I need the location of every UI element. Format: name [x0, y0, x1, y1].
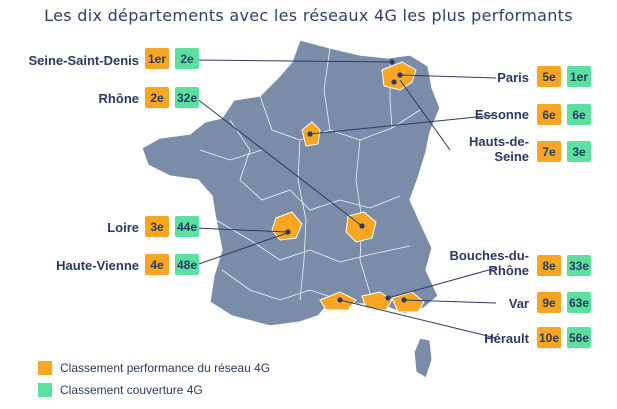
- cov-rank-bouches-du-rhone: 33e: [567, 255, 591, 276]
- label-seine-saint-denis: Seine-Saint-Denis: [28, 53, 139, 68]
- cov-rank-loire: 44e: [175, 216, 199, 237]
- cov-rank-herault: 56e: [567, 327, 591, 348]
- perf-rank-haute-vienne: 4e: [145, 254, 169, 275]
- perf-rank-seine-saint-denis: 1er: [145, 48, 169, 69]
- label-rhone: Rhône: [98, 91, 139, 106]
- cov-rank-paris: 1er: [567, 66, 591, 87]
- label-bouches-du-rhone: Bouches-du-Rhône: [449, 248, 529, 278]
- legend-coverage-swatch: [38, 383, 52, 397]
- perf-rank-essonne: 6e: [537, 104, 561, 125]
- perf-rank-paris: 5e: [537, 66, 561, 87]
- label-hauts-de-seine: Hauts-de-Seine: [469, 134, 529, 164]
- haute-vienne-highlight: [271, 211, 303, 241]
- cov-rank-essonne: 6e: [567, 104, 591, 125]
- connector-lines: [195, 59, 497, 339]
- var-highlight: [391, 291, 425, 313]
- cov-rank-var: 63e: [567, 292, 591, 313]
- label-var: Var: [508, 296, 529, 311]
- legend-performance-label: Classement performance du réseau 4G: [60, 361, 271, 375]
- legend-performance-swatch: [38, 361, 52, 375]
- legend-coverage-label: Classement couverture 4G: [60, 383, 203, 397]
- cov-rank-rhone: 32e: [175, 87, 199, 108]
- perf-rank-hauts-de-seine: 7e: [537, 141, 561, 162]
- corsica: [413, 337, 433, 379]
- cov-rank-hauts-de-seine: 3e: [567, 141, 591, 162]
- department-borders: [199, 47, 421, 301]
- perf-rank-herault: 10e: [537, 327, 561, 348]
- perf-rank-bouches-du-rhone: 8e: [537, 255, 561, 276]
- label-loire: Loire: [107, 220, 139, 235]
- france-mainland: [141, 39, 441, 327]
- marker-dots: [285, 59, 407, 303]
- perf-rank-var: 9e: [537, 292, 561, 313]
- label-haute-vienne: Haute-Vienne: [56, 258, 139, 273]
- map-title: Les dix départements avec les réseaux 4G…: [44, 6, 573, 25]
- cov-rank-seine-saint-denis: 2e: [175, 48, 199, 69]
- label-herault: Hérault: [484, 331, 529, 346]
- label-paris: Paris: [497, 70, 529, 85]
- label-essonne: Essonne: [474, 107, 529, 122]
- cov-rank-haute-vienne: 48e: [175, 254, 199, 275]
- perf-rank-rhone: 2e: [145, 87, 169, 108]
- perf-rank-loire: 3e: [145, 216, 169, 237]
